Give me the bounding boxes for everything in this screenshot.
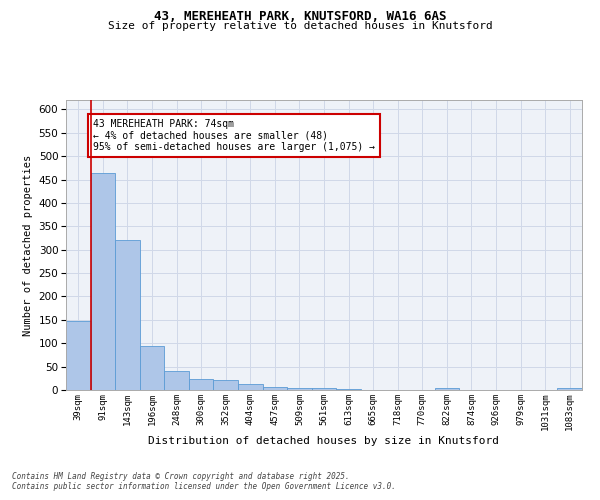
Bar <box>557 388 582 390</box>
Bar <box>336 389 361 390</box>
Bar <box>287 388 312 390</box>
Text: 43, MEREHEATH PARK, KNUTSFORD, WA16 6AS: 43, MEREHEATH PARK, KNUTSFORD, WA16 6AS <box>154 10 446 23</box>
Y-axis label: Number of detached properties: Number of detached properties <box>23 154 33 336</box>
Bar <box>91 172 115 390</box>
Bar <box>164 372 189 390</box>
Text: 43 MEREHEATH PARK: 74sqm
← 4% of detached houses are smaller (48)
95% of semi-de: 43 MEREHEATH PARK: 74sqm ← 4% of detache… <box>93 118 375 152</box>
Bar <box>214 380 238 390</box>
Bar <box>263 386 287 390</box>
Text: Size of property relative to detached houses in Knutsford: Size of property relative to detached ho… <box>107 21 493 31</box>
Text: Contains public sector information licensed under the Open Government Licence v3: Contains public sector information licen… <box>12 482 396 491</box>
Bar <box>66 321 91 390</box>
Bar <box>140 346 164 390</box>
Bar <box>238 384 263 390</box>
Bar <box>189 379 214 390</box>
Bar <box>312 388 336 390</box>
Bar <box>434 388 459 390</box>
Text: Contains HM Land Registry data © Crown copyright and database right 2025.: Contains HM Land Registry data © Crown c… <box>12 472 350 481</box>
Bar <box>115 240 140 390</box>
X-axis label: Distribution of detached houses by size in Knutsford: Distribution of detached houses by size … <box>149 436 499 446</box>
